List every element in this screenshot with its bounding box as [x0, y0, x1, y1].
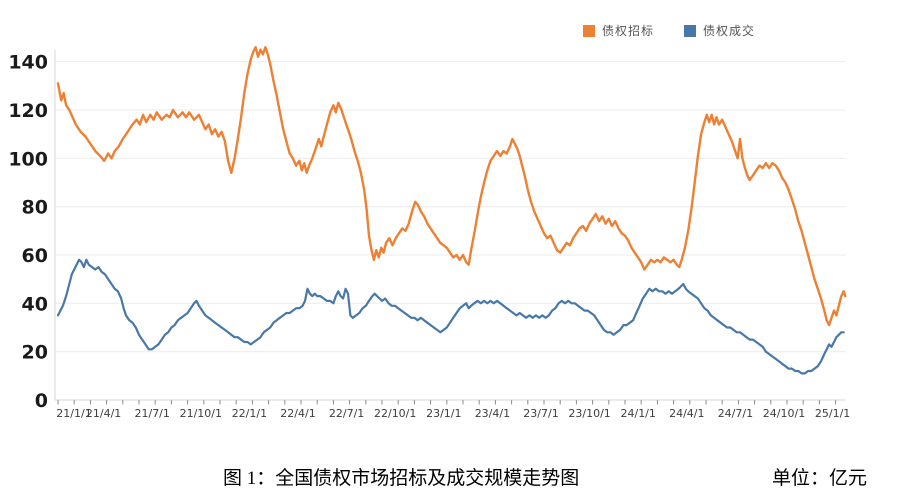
chart-legend: 债权招标 债权成交 — [583, 22, 755, 39]
gridlines — [55, 61, 846, 353]
tender-series-swatch-icon — [583, 24, 595, 37]
svg-text:21/10/1: 21/10/1 — [180, 407, 222, 420]
svg-text:80: 80 — [22, 197, 48, 219]
y-axis-labels: 0 20 40 60 80 100 120 140 — [8, 52, 48, 412]
svg-text:21/4/1: 21/4/1 — [86, 407, 121, 420]
svg-text:22/1/1: 22/1/1 — [232, 407, 267, 420]
series-traded-line — [56, 258, 845, 375]
svg-text:24/4/1: 24/4/1 — [669, 407, 704, 420]
axes — [54, 50, 846, 401]
svg-text:24/7/1: 24/7/1 — [718, 407, 753, 420]
traded-series-swatch-icon — [684, 24, 697, 37]
legend-item-traded: 债权成交 — [684, 22, 755, 39]
svg-text:22/7/1: 22/7/1 — [329, 407, 364, 420]
svg-text:21/1/1: 21/1/1 — [56, 407, 91, 420]
svg-text:40: 40 — [22, 293, 48, 315]
svg-text:23/7/1: 23/7/1 — [523, 407, 558, 420]
svg-text:23/10/1: 23/10/1 — [568, 407, 610, 420]
x-axis-ticks — [57, 400, 837, 405]
legend-item-label: 债权招标 — [602, 24, 655, 38]
svg-text:60: 60 — [22, 245, 48, 267]
figure-caption-row: 图 1：全国债权市场招标及成交规模走势图 单位：亿元 — [223, 463, 867, 490]
x-axis-labels: 21/1/121/4/1 21/7/1 21/10/1 22/1/1 22/4/1 22/… — [56, 407, 850, 420]
svg-text:23/1/1: 23/1/1 — [426, 407, 461, 420]
svg-text:24/1/1: 24/1/1 — [620, 407, 655, 420]
legend-item-label: 债权成交 — [703, 24, 756, 38]
svg-text:21/7/1: 21/7/1 — [134, 407, 169, 420]
svg-text:20: 20 — [22, 342, 48, 364]
svg-text:120: 120 — [8, 100, 48, 122]
svg-text:140: 140 — [8, 52, 48, 74]
svg-text:25/1/1: 25/1/1 — [815, 407, 850, 420]
unit-label: 单位：亿元 — [771, 468, 867, 489]
svg-text:23/4/1: 23/4/1 — [475, 407, 510, 420]
legend-item-tender: 债权招标 — [583, 22, 654, 39]
svg-text:22/10/1: 22/10/1 — [374, 407, 416, 420]
svg-text:22/4/1: 22/4/1 — [280, 407, 315, 420]
svg-text:100: 100 — [8, 148, 48, 170]
series-tender-line — [56, 46, 847, 327]
figure-caption: 图 1：全国债权市场招标及成交规模走势图 — [223, 468, 580, 489]
svg-text:24/10/1: 24/10/1 — [763, 407, 805, 420]
svg-text:0: 0 — [35, 390, 48, 412]
